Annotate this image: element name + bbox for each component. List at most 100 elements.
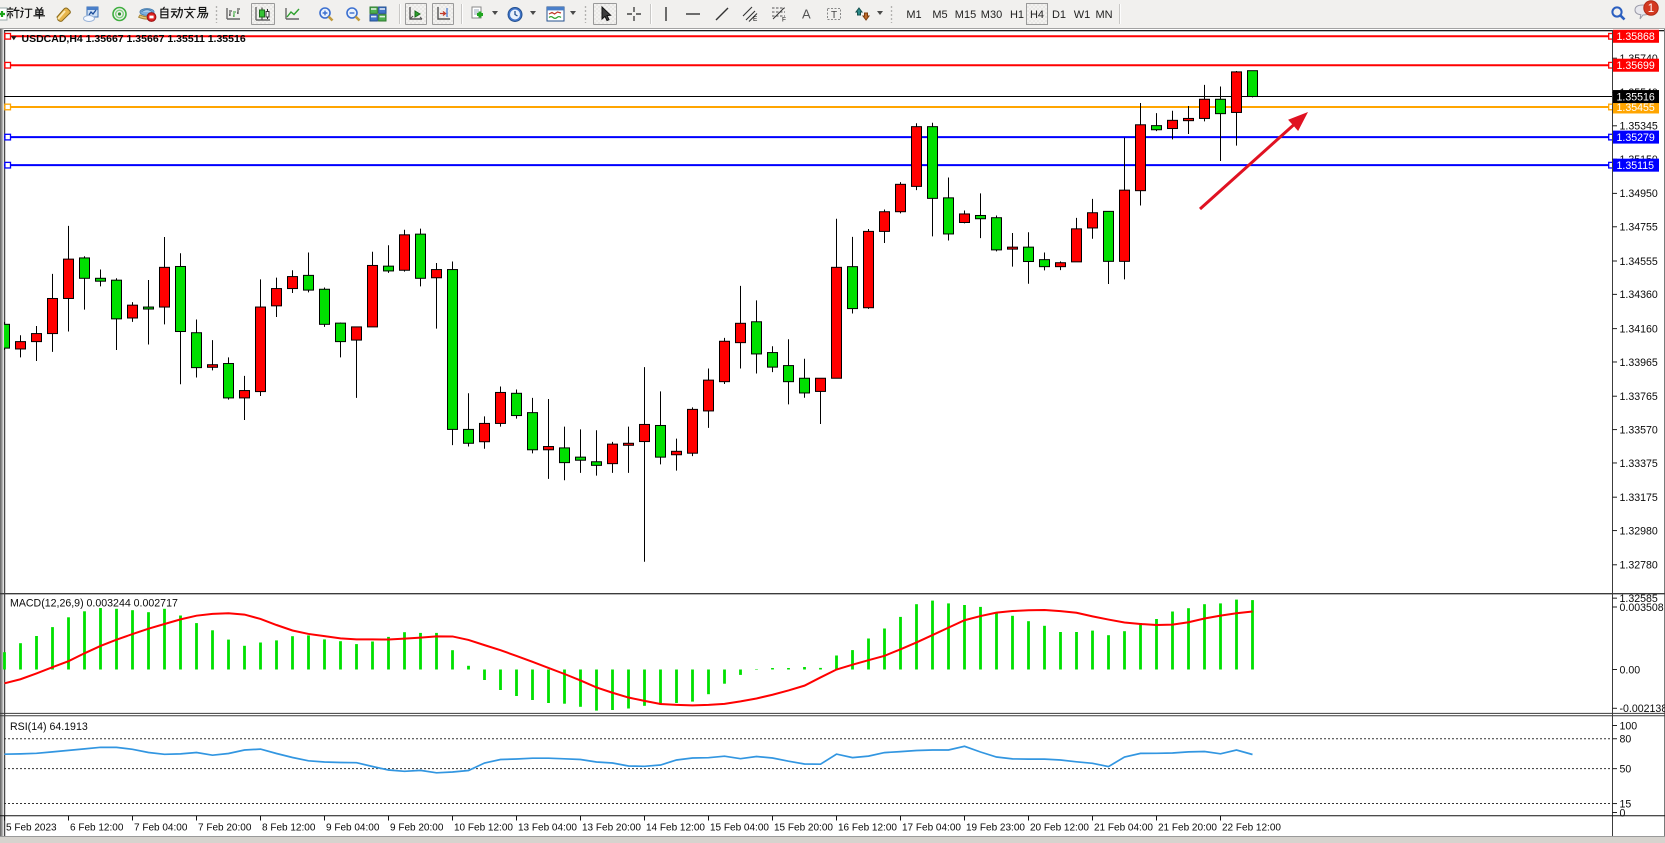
timeframe-d1-button[interactable]: D1 xyxy=(1051,9,1067,21)
macd-histogram-bar xyxy=(147,612,150,670)
candle xyxy=(783,339,794,405)
candle xyxy=(4,321,10,350)
hline-handle[interactable] xyxy=(4,133,12,141)
macd-histogram-bar xyxy=(179,615,182,670)
hline-handle[interactable] xyxy=(4,61,12,69)
hline-handle[interactable] xyxy=(4,32,12,40)
timeframe-m1-button[interactable]: M1 xyxy=(906,9,922,21)
window-bottom-border xyxy=(0,836,1665,837)
crosshair-tool-icon[interactable] xyxy=(623,3,645,25)
svg-text:1.35279: 1.35279 xyxy=(1617,132,1655,144)
rsi-pane[interactable]: RSI(14) 64.1913 100 80 50 150 xyxy=(4,720,1637,819)
signals-icon[interactable] xyxy=(108,3,130,25)
macd-histogram-bar xyxy=(387,636,390,670)
zoom-out-icon[interactable] xyxy=(342,3,364,25)
autotrading-button[interactable] xyxy=(158,0,209,28)
macd-pane[interactable]: MACD(12,26,9) 0.003244 0.002717 0.003508 0… xyxy=(3,597,1665,715)
usdcad-h4-chart[interactable]: USDCAD,H4 1.35667 1.35667 1.35511 1.3551… xyxy=(0,29,1665,843)
hline-price-tag: 1.35699 xyxy=(1613,58,1659,72)
macd-histogram-bar xyxy=(483,669,486,680)
candle xyxy=(863,229,874,309)
candle xyxy=(559,426,570,481)
autoscroll-button[interactable] xyxy=(405,3,427,25)
macd-scale-label: -0.002138 xyxy=(1620,703,1665,715)
main-price-pane[interactable]: USDCAD,H4 1.35667 1.35667 1.35511 1.3551… xyxy=(0,33,1612,562)
cursor-tool-button[interactable] xyxy=(593,3,617,25)
timeframe-w1-button[interactable]: W1 xyxy=(1073,9,1091,21)
chart-context-triangle[interactable] xyxy=(11,36,17,41)
candle xyxy=(959,210,970,224)
trend-arrow-head[interactable] xyxy=(1288,112,1308,131)
macd-histogram-bar xyxy=(707,669,710,695)
macd-histogram-bar xyxy=(755,669,758,670)
indicators-icon[interactable] xyxy=(467,3,489,25)
candle xyxy=(591,430,602,476)
price-tick-label: 1.33375 xyxy=(1620,458,1658,470)
template-icon[interactable] xyxy=(544,3,566,25)
timeframe-h1-button[interactable]: H1 xyxy=(1009,9,1025,21)
time-tick-label: 13 Feb 20:00 xyxy=(582,822,641,833)
channel-tool-icon[interactable]: E xyxy=(739,3,761,25)
fibonacci-tool-icon[interactable]: F xyxy=(768,3,790,25)
text-label-tool-icon[interactable]: T xyxy=(823,3,845,25)
timeframe-h4-button[interactable]: H4 xyxy=(1026,3,1048,25)
window-bottom-strip xyxy=(0,837,1665,843)
candle xyxy=(1039,252,1050,271)
macd-histogram-bar xyxy=(83,611,86,670)
macd-histogram-bar xyxy=(1059,632,1062,670)
rsi-scale-label: 50 xyxy=(1620,763,1632,775)
timeframe-m15-button[interactable]: M15 xyxy=(954,9,977,21)
market-window-icon[interactable] xyxy=(80,3,102,25)
new-order-button[interactable] xyxy=(6,0,46,28)
periods-dropdown-arrow[interactable] xyxy=(530,11,536,15)
macd-histogram-bar xyxy=(771,668,774,670)
macd-histogram-bar xyxy=(899,616,902,670)
macd-histogram-bar xyxy=(419,632,422,670)
line-chart-mode-icon[interactable] xyxy=(282,3,304,25)
indicators-dropdown-arrow[interactable] xyxy=(492,11,498,15)
price-axis[interactable]: 1.357401.355401.353451.351501.349501.347… xyxy=(1612,29,1659,605)
candle xyxy=(575,429,586,473)
chart-shift-button[interactable] xyxy=(432,3,454,25)
macd-histogram-bar xyxy=(435,632,438,670)
new-order-icon[interactable] xyxy=(0,3,13,25)
bar-chart-mode-icon[interactable] xyxy=(223,3,245,25)
candle xyxy=(1071,217,1082,263)
candle xyxy=(431,263,442,329)
candle xyxy=(751,300,762,374)
search-icon[interactable] xyxy=(1607,3,1629,25)
main-toolbar: E F A T M1 M5 M15 M30 H1 H4 D1 W1 MN 1 xyxy=(0,0,1665,29)
horizontal-line-tool-icon[interactable] xyxy=(682,3,704,25)
macd-scale-label: 0.003508 xyxy=(1620,602,1664,614)
hline-handle[interactable] xyxy=(4,161,12,169)
new-order-cjk-label xyxy=(6,6,46,19)
macd-histogram-bar xyxy=(739,669,742,675)
hline-handle[interactable] xyxy=(4,103,12,111)
vertical-line-tool-icon[interactable] xyxy=(655,3,677,25)
arrows-dropdown-arrow[interactable] xyxy=(877,11,883,15)
notifications-icon[interactable]: 1 xyxy=(1634,0,1659,25)
candle xyxy=(1151,113,1162,132)
trend-arrow-shaft[interactable] xyxy=(1198,121,1298,211)
periods-icon[interactable] xyxy=(504,3,526,25)
zoom-in-icon[interactable] xyxy=(315,3,337,25)
macd-histogram-bar xyxy=(307,635,310,670)
time-tick-label: 22 Feb 12:00 xyxy=(1222,822,1281,833)
time-axis[interactable]: 5 Feb 2023 6 Feb 12:00 7 Feb 04:00 7 Feb 20… xyxy=(4,816,1282,833)
candle xyxy=(1215,86,1226,162)
timeframe-m30-button[interactable]: M30 xyxy=(980,9,1003,21)
price-tick-label: 1.33965 xyxy=(1620,357,1658,369)
candlestick-mode-button[interactable] xyxy=(251,3,275,25)
trendline-tool-icon[interactable] xyxy=(711,3,733,25)
candle xyxy=(1231,71,1242,146)
timeframe-mn-button[interactable]: MN xyxy=(1095,9,1113,21)
journal-icon[interactable] xyxy=(52,3,74,25)
template-dropdown-arrow[interactable] xyxy=(570,11,576,15)
candle xyxy=(1007,232,1018,267)
tile-windows-icon[interactable] xyxy=(367,3,389,25)
timeframe-m5-button[interactable]: M5 xyxy=(932,9,948,21)
text-tool-icon[interactable]: A xyxy=(795,3,817,25)
arrows-tool-icon[interactable] xyxy=(852,3,874,25)
autotrading-status-icon[interactable] xyxy=(136,3,158,25)
macd-histogram-bar xyxy=(499,669,502,690)
